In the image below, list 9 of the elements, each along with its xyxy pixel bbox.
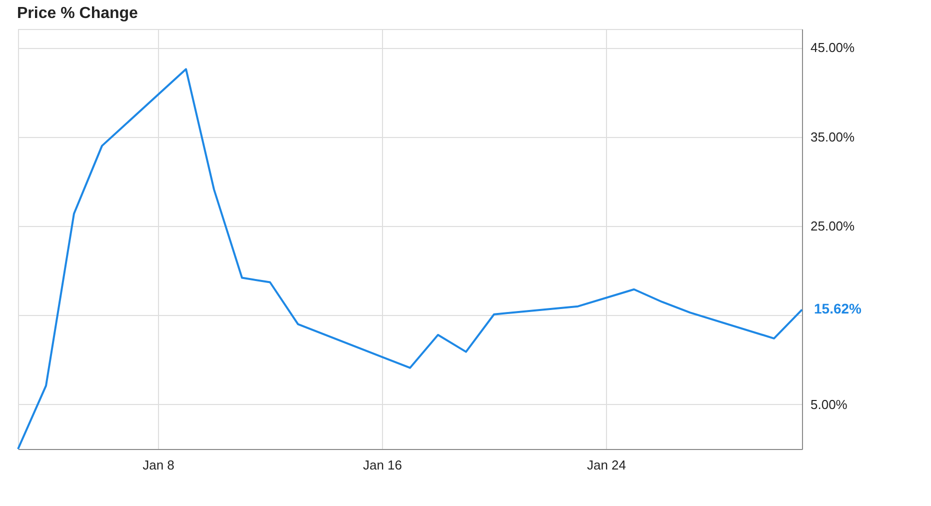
annotation: 15.62% xyxy=(814,300,862,317)
chart-title: Price % Change xyxy=(17,5,138,22)
x-tick-label: Jan 16 xyxy=(362,458,402,472)
y-tick-label: 5.00% xyxy=(810,396,848,412)
y-tick-label: 25.00% xyxy=(810,218,856,234)
x-tick-label: Jan 24 xyxy=(586,458,626,472)
x-tick-label: Jan 8 xyxy=(142,458,174,472)
y-tick-label: 45.00% xyxy=(810,40,856,56)
y-tick-label: 35.00% xyxy=(810,129,856,144)
